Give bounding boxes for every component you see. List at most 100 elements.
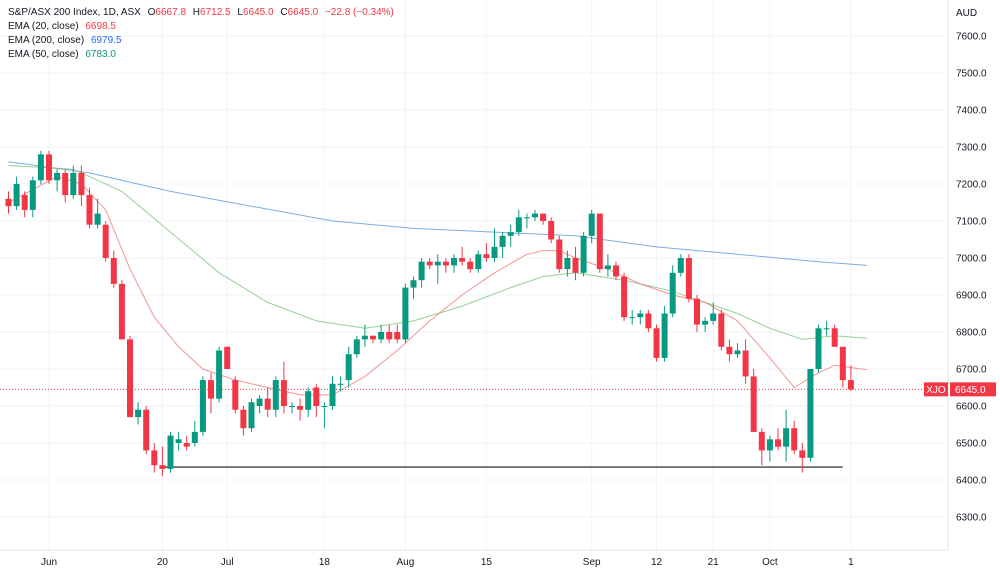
candle-body[interactable] bbox=[70, 172, 77, 196]
candle-body[interactable] bbox=[21, 195, 28, 210]
candle-body[interactable] bbox=[726, 346, 733, 355]
candle-body[interactable] bbox=[386, 332, 393, 340]
candle-body[interactable] bbox=[370, 335, 376, 340]
candle-body[interactable] bbox=[224, 346, 231, 369]
candle-body[interactable] bbox=[5, 198, 12, 207]
candle-body[interactable] bbox=[499, 235, 506, 247]
candle-body[interactable] bbox=[199, 380, 206, 432]
candle-body[interactable] bbox=[280, 380, 287, 406]
candle-body[interactable] bbox=[135, 409, 142, 418]
candle-body[interactable] bbox=[661, 313, 668, 358]
candle-body[interactable] bbox=[742, 350, 749, 377]
candle-body[interactable] bbox=[272, 380, 279, 410]
candle-body[interactable] bbox=[313, 387, 320, 407]
candle-body[interactable] bbox=[580, 235, 587, 273]
symbol-tag[interactable] bbox=[924, 382, 948, 397]
candle-body[interactable] bbox=[62, 172, 69, 196]
candle-body[interactable] bbox=[483, 254, 490, 258]
candle-body[interactable] bbox=[507, 232, 514, 236]
candle-body[interactable] bbox=[208, 380, 214, 399]
candle-body[interactable] bbox=[750, 376, 757, 432]
candle-body[interactable] bbox=[240, 409, 247, 429]
candle-body[interactable] bbox=[677, 258, 684, 273]
candle-body[interactable] bbox=[232, 380, 239, 410]
candle-body[interactable] bbox=[791, 428, 798, 451]
candle-body[interactable] bbox=[637, 313, 644, 318]
candle-body[interactable] bbox=[702, 320, 709, 325]
candle-body[interactable] bbox=[86, 195, 93, 225]
candle-body[interactable] bbox=[588, 213, 595, 236]
candle-body[interactable] bbox=[337, 383, 344, 385]
candle-body[interactable] bbox=[572, 258, 579, 273]
candle-body[interactable] bbox=[394, 332, 401, 340]
candle-body[interactable] bbox=[645, 313, 652, 329]
candle-body[interactable] bbox=[734, 350, 741, 355]
candle-body[interactable] bbox=[191, 431, 198, 443]
candle-body[interactable] bbox=[127, 339, 133, 418]
candle-body[interactable] bbox=[402, 287, 409, 340]
candle-body[interactable] bbox=[459, 258, 466, 262]
candle-body[interactable] bbox=[151, 450, 158, 466]
candle-body[interactable] bbox=[264, 398, 271, 410]
candle-body[interactable] bbox=[766, 439, 773, 451]
candle-body[interactable] bbox=[37, 154, 44, 181]
candle-body[interactable] bbox=[410, 280, 417, 288]
candle-body[interactable] bbox=[564, 258, 571, 270]
candle-body[interactable] bbox=[175, 439, 182, 443]
candle-body[interactable] bbox=[159, 465, 166, 469]
indicator-ema200[interactable]: EMA (200, close) 6979.5 bbox=[8, 34, 394, 48]
candle-body[interactable] bbox=[46, 154, 52, 181]
candle-body[interactable] bbox=[378, 332, 385, 340]
candle-body[interactable] bbox=[467, 261, 474, 270]
candle-body[interactable] bbox=[815, 328, 822, 369]
candle-body[interactable] bbox=[604, 265, 611, 270]
candle-body[interactable] bbox=[13, 184, 20, 207]
candle-body[interactable] bbox=[353, 339, 360, 355]
candle-body[interactable] bbox=[629, 317, 636, 319]
candle-body[interactable] bbox=[775, 439, 781, 447]
candle-body[interactable] bbox=[532, 213, 538, 218]
candle-body[interactable] bbox=[694, 298, 700, 325]
candle-body[interactable] bbox=[807, 369, 814, 458]
candle-body[interactable] bbox=[329, 383, 336, 406]
candle-body[interactable] bbox=[556, 239, 563, 270]
candle-body[interactable] bbox=[118, 283, 125, 340]
indicator-ema50[interactable]: EMA (50, close) 6783.0 bbox=[8, 48, 394, 62]
candle-body[interactable] bbox=[540, 213, 547, 221]
candle-body[interactable] bbox=[831, 328, 838, 347]
candle-body[interactable] bbox=[669, 272, 676, 314]
candle-body[interactable] bbox=[653, 328, 660, 358]
candle-body[interactable] bbox=[183, 443, 190, 447]
candle-body[interactable] bbox=[143, 409, 150, 451]
candle-body[interactable] bbox=[426, 261, 433, 266]
candle-body[interactable] bbox=[345, 354, 352, 381]
candle-body[interactable] bbox=[442, 261, 449, 266]
candle-body[interactable] bbox=[548, 221, 555, 240]
candle-body[interactable] bbox=[621, 276, 628, 318]
candle-body[interactable] bbox=[289, 406, 295, 407]
candle-body[interactable] bbox=[710, 313, 717, 321]
candle-body[interactable] bbox=[758, 431, 765, 451]
candle-body[interactable] bbox=[305, 391, 312, 410]
candle-body[interactable] bbox=[361, 335, 368, 340]
symbol-title[interactable]: S&P/ASX 200 Index, 1D, ASX bbox=[8, 7, 141, 18]
candle-body[interactable] bbox=[248, 402, 255, 429]
candle-body[interactable] bbox=[718, 313, 725, 347]
candle-body[interactable] bbox=[418, 261, 425, 281]
candle-body[interactable] bbox=[475, 254, 482, 270]
candle-body[interactable] bbox=[596, 213, 603, 270]
candle-body[interactable] bbox=[799, 450, 806, 458]
candle-body[interactable] bbox=[321, 406, 328, 407]
candle-body[interactable] bbox=[685, 258, 692, 299]
candle-body[interactable] bbox=[29, 180, 36, 210]
candle-body[interactable] bbox=[523, 217, 530, 219]
candle-body[interactable] bbox=[110, 258, 117, 284]
candle-body[interactable] bbox=[515, 217, 522, 233]
candle-body[interactable] bbox=[839, 346, 846, 381]
candle-body[interactable] bbox=[613, 265, 619, 277]
candle-body[interactable] bbox=[54, 172, 61, 181]
candle-body[interactable] bbox=[434, 261, 441, 266]
candle-body[interactable] bbox=[491, 246, 498, 258]
candle-body[interactable] bbox=[783, 428, 790, 447]
